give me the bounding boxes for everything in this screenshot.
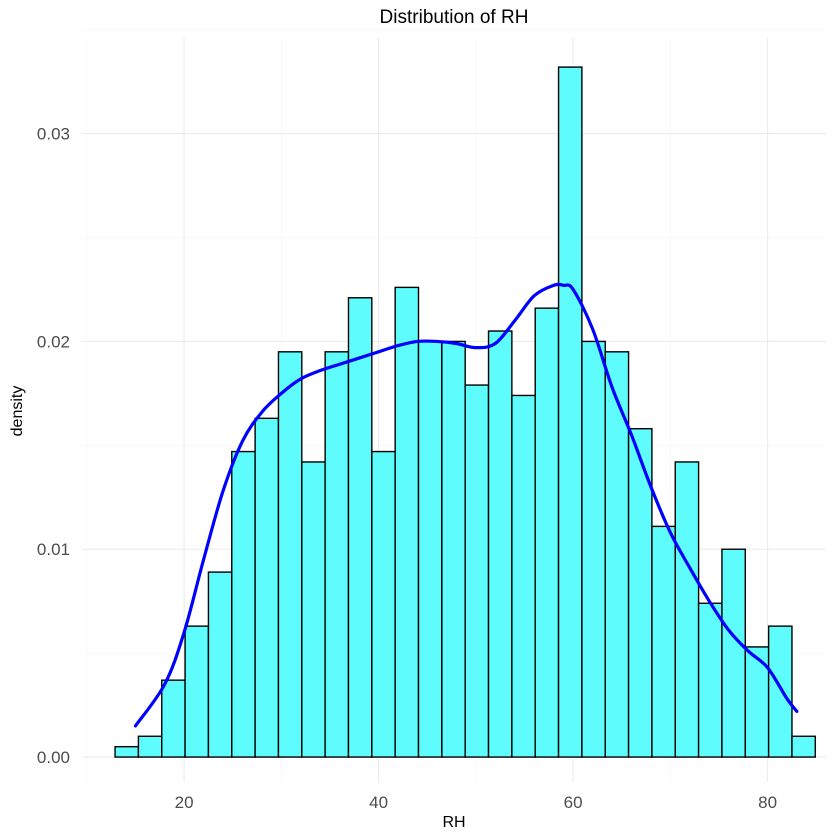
y-axis-ticks: 0.00 0.01 0.02 0.03	[37, 125, 70, 767]
histogram-bar	[348, 298, 371, 757]
histogram-bar	[769, 626, 792, 757]
histogram-bar	[419, 341, 442, 757]
histogram-bar	[605, 352, 628, 757]
histogram-bar	[302, 462, 325, 757]
histogram-bar	[582, 341, 605, 757]
histogram-bar	[699, 603, 722, 757]
x-tick-label: 80	[758, 793, 777, 812]
histogram-bar	[325, 352, 348, 757]
y-tick-label: 0.03	[37, 125, 70, 144]
y-tick-label: 0.01	[37, 540, 70, 559]
x-tick-label: 40	[369, 793, 388, 812]
histogram-bar	[278, 352, 301, 757]
histogram-bar	[232, 452, 255, 757]
histogram-bar	[115, 747, 138, 757]
histogram-bar	[792, 736, 815, 757]
histogram-bar	[652, 526, 675, 757]
histogram-bar	[675, 462, 698, 757]
histogram-bar	[722, 549, 745, 757]
y-tick-label: 0.02	[37, 332, 70, 351]
histogram-bar	[512, 395, 535, 757]
histogram-bar	[559, 67, 582, 757]
chart-title: Distribution of RH	[380, 7, 529, 28]
histogram-bar	[395, 287, 418, 757]
histogram-bar	[162, 680, 185, 757]
histogram-bar	[465, 385, 488, 757]
x-tick-label: 20	[175, 793, 194, 812]
histogram-bar	[372, 452, 395, 757]
x-axis-label: RH	[442, 814, 465, 831]
histogram-bar	[255, 418, 278, 757]
histogram-bar	[535, 308, 558, 757]
y-axis-label: density	[9, 386, 26, 437]
histogram-bar	[138, 736, 161, 757]
histogram-bar	[442, 341, 465, 757]
x-axis-ticks: 20 40 60 80	[175, 793, 777, 812]
histogram-bar	[185, 626, 208, 757]
histogram-bars	[115, 67, 815, 757]
histogram-bar	[489, 331, 512, 757]
x-tick-label: 60	[564, 793, 583, 812]
y-tick-label: 0.00	[37, 748, 70, 767]
histogram-bar	[208, 572, 231, 757]
